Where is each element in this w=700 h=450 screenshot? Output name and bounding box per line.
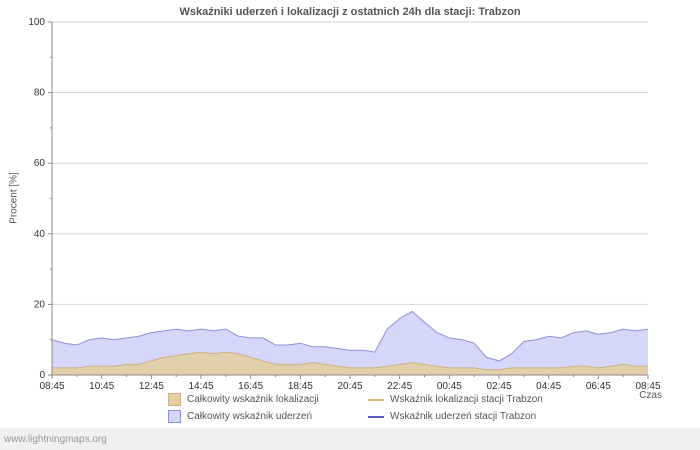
- svg-text:100: 100: [28, 17, 45, 28]
- footer-strip: [0, 428, 700, 450]
- svg-text:0: 0: [39, 370, 45, 381]
- svg-text:08:45: 08:45: [635, 381, 660, 392]
- area-swatch-icon: [168, 410, 181, 423]
- svg-text:02:45: 02:45: [486, 381, 511, 392]
- svg-text:04:45: 04:45: [536, 381, 561, 392]
- svg-text:18:45: 18:45: [288, 381, 313, 392]
- legend-item-station-locations: Wskaźnik lokalizacji stacji Trabzon: [368, 393, 623, 406]
- area-swatch-icon: [168, 393, 181, 406]
- svg-text:20: 20: [34, 299, 46, 310]
- svg-text:14:45: 14:45: [188, 381, 213, 392]
- svg-text:20:45: 20:45: [337, 381, 362, 392]
- chart-title: Wskaźniki uderzeń i lokalizacji z ostatn…: [179, 6, 521, 18]
- legend-label: Całkowity wskaźnik uderzeń: [187, 411, 313, 422]
- legend-item-total-locations: Całkowity wskaźnik lokalizacji: [168, 393, 368, 406]
- svg-text:16:45: 16:45: [238, 381, 263, 392]
- line-swatch-icon: [368, 398, 384, 401]
- svg-text:06:45: 06:45: [586, 381, 611, 392]
- svg-text:60: 60: [34, 158, 46, 169]
- legend-label: Całkowity wskaźnik lokalizacji: [187, 394, 319, 405]
- svg-text:00:45: 00:45: [437, 381, 462, 392]
- svg-text:10:45: 10:45: [89, 381, 114, 392]
- svg-text:80: 80: [34, 88, 46, 99]
- legend-label: Wskaźnik uderzeń stacji Trabzon: [390, 411, 537, 422]
- watermark: www.lightningmaps.org: [4, 434, 107, 445]
- svg-text:22:45: 22:45: [387, 381, 412, 392]
- line-swatch-icon: [368, 415, 384, 418]
- svg-text:08:45: 08:45: [39, 381, 64, 392]
- legend: Całkowity wskaźnik lokalizacji Wskaźnik …: [168, 393, 623, 423]
- legend-label: Wskaźnik lokalizacji stacji Trabzon: [390, 394, 543, 405]
- legend-item-total-strikes: Całkowity wskaźnik uderzeń: [168, 410, 368, 423]
- svg-text:12:45: 12:45: [139, 381, 164, 392]
- x-axis-label: Czas: [639, 390, 662, 401]
- svg-text:40: 40: [34, 229, 46, 240]
- legend-item-station-strikes: Wskaźnik uderzeń stacji Trabzon: [368, 410, 623, 423]
